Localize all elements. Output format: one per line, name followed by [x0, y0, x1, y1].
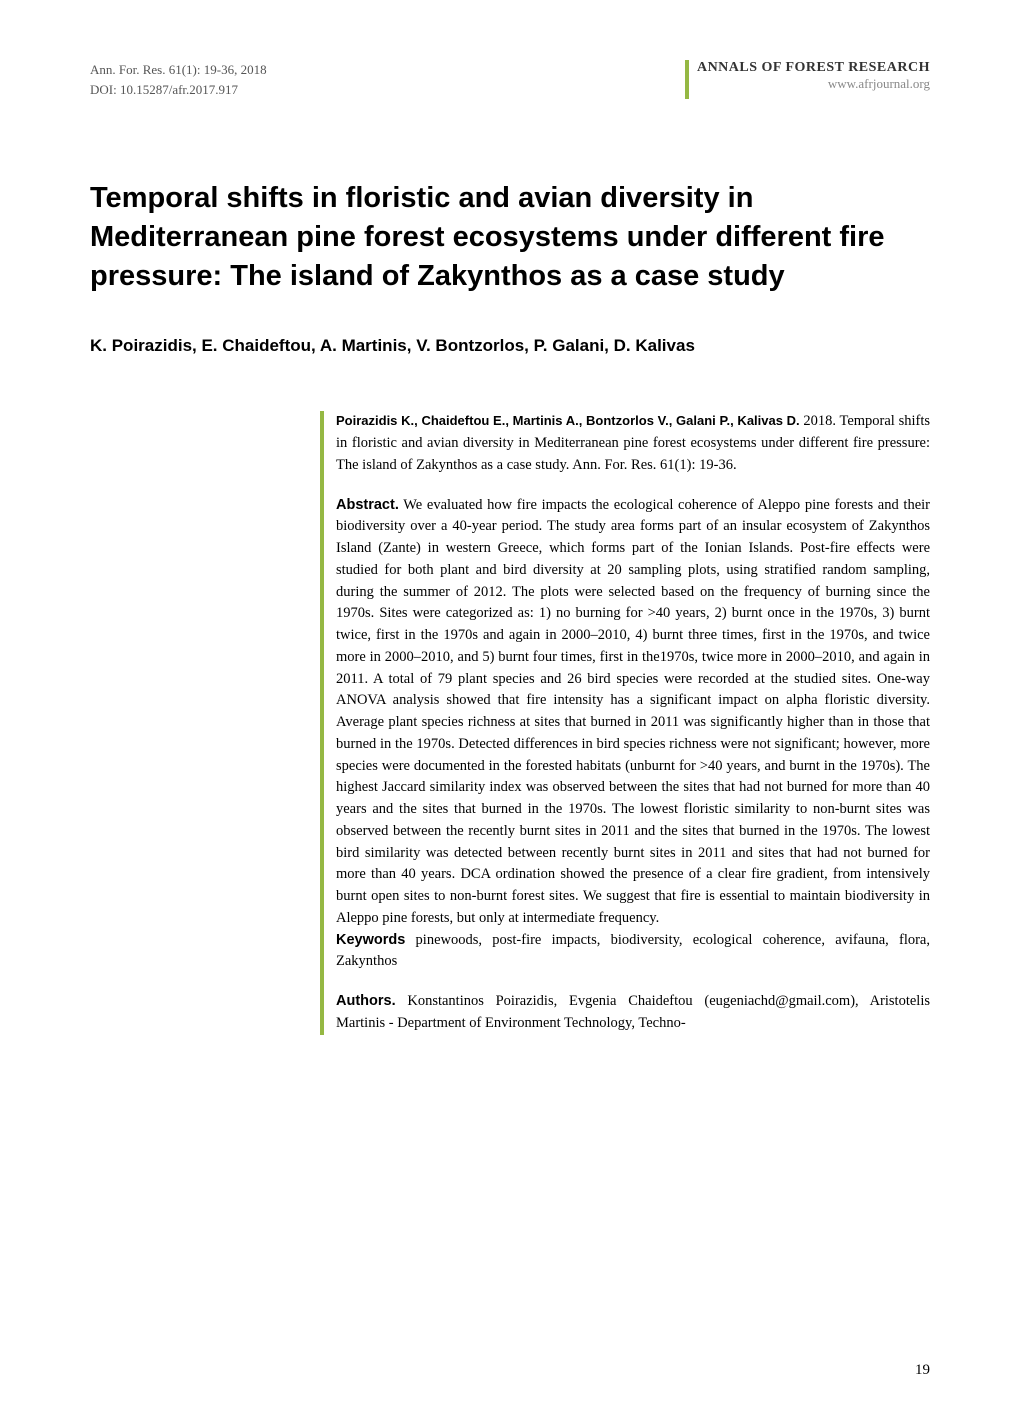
keywords-label: Keywords [336, 932, 405, 948]
article-title: Temporal shifts in floristic and avian d… [90, 179, 930, 296]
doi-line: DOI: 10.15287/afr.2017.917 [90, 80, 267, 100]
abstract-label: Abstract. [336, 497, 399, 513]
journal-name: ANNALS OF FOREST RESEARCH [697, 60, 930, 76]
authors-section-label: Authors. [336, 993, 396, 1009]
ann-line: Ann. For. Res. 61(1): 19-36, 2018 [90, 60, 267, 80]
page-number: 19 [915, 1362, 930, 1379]
citation-block: Poirazidis K., Chaideftou E., Martinis A… [336, 411, 930, 476]
page-header: Ann. For. Res. 61(1): 19-36, 2018 DOI: 1… [90, 60, 930, 99]
citation-authors: Poirazidis K., Chaideftou E., Martinis A… [336, 413, 800, 428]
authors-section-body: Konstantinos Poirazidis, Evgenia Chaidef… [336, 993, 930, 1031]
abstract-body: Abstract. We evaluated how fire impacts … [336, 495, 930, 974]
header-left: Ann. For. Res. 61(1): 19-36, 2018 DOI: 1… [90, 60, 267, 99]
header-right: ANNALS OF FOREST RESEARCH www.afrjournal… [685, 60, 930, 99]
journal-url: www.afrjournal.org [697, 76, 930, 92]
authors-line: K. Poirazidis, E. Chaideftou, A. Martini… [90, 336, 930, 356]
abstract-text: We evaluated how fire impacts the ecolog… [336, 497, 930, 926]
keywords-text: pinewoods, post-fire impacts, biodiversi… [336, 932, 930, 970]
authors-section: Authors. Konstantinos Poirazidis, Evgeni… [336, 991, 930, 1035]
abstract-block: Poirazidis K., Chaideftou E., Martinis A… [320, 411, 930, 1034]
